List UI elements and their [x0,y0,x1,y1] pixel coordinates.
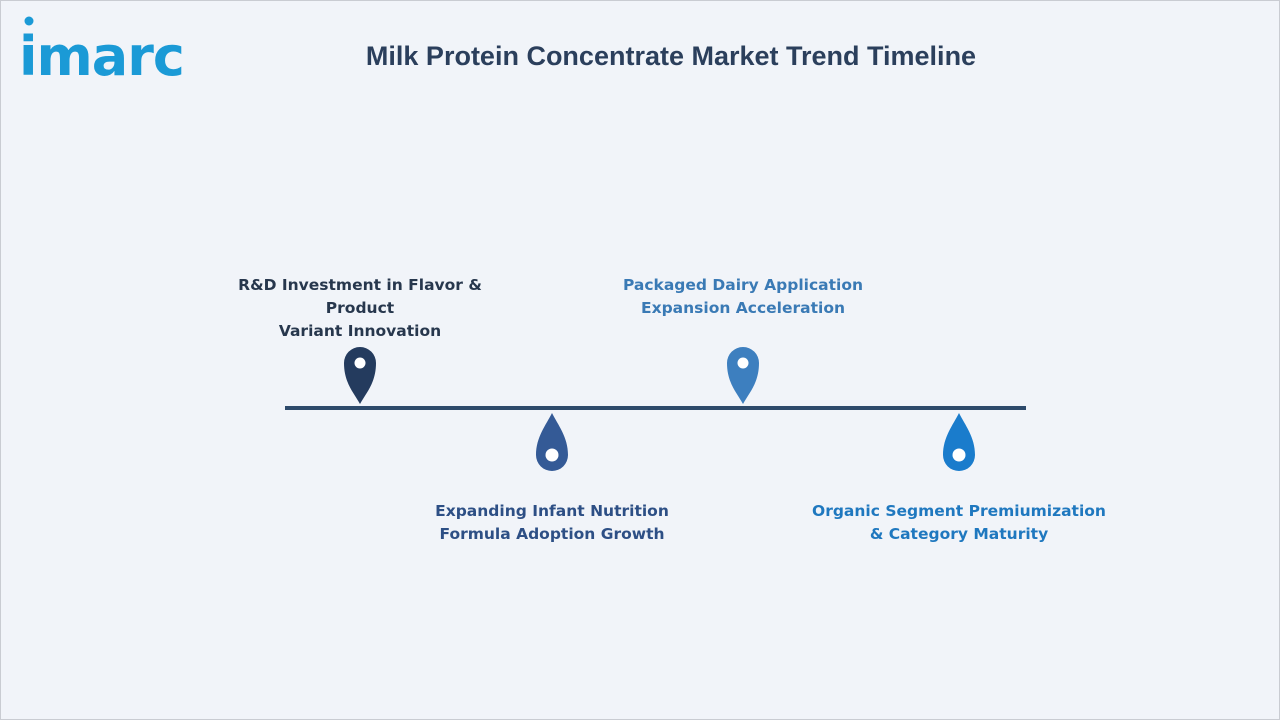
milestone-label-line: & Category Maturity [869,525,1049,543]
milestone-label-2: Expanding Infant Nutrition Formula Adopti… [402,500,702,546]
timeline-marker-4 [943,413,975,471]
timeline-marker-1 [344,347,376,404]
logo-text: imarc [21,25,184,79]
milestone-label-1: R&D Investment in Flavor & Product Varian… [210,274,510,343]
marker-hole [354,357,366,369]
timeline-marker-2 [536,413,568,471]
milestone-label-line: Packaged Dairy Application [622,276,864,294]
milestone-label-line: Variant Innovation [278,322,442,340]
milestone-label-line: Organic Segment Premiumization [812,502,1106,520]
page-title: Milk Protein Concentrate Market Trend Ti… [365,41,977,71]
drop-icon [536,413,568,471]
marker-hole [737,357,749,369]
marker-hole [952,448,966,462]
map-pin-icon [344,347,376,404]
milestone-label-line: R&D Investment in Flavor & Product [238,276,482,317]
logo-dot [24,16,34,26]
imarc-logo: imarc [21,16,185,79]
milestone-label-3: Packaged Dairy Application Expansion Acce… [593,274,893,320]
milestone-label-4: Organic Segment Premiumization & Category… [809,500,1109,546]
milestone-label-line: Expanding Infant Nutrition [435,502,669,520]
map-pin-icon [727,347,759,404]
marker-hole [545,448,559,462]
drop-icon [943,413,975,471]
milestone-label-line: Expansion Acceleration [640,299,845,317]
timeline-marker-3 [727,347,759,404]
milestone-label-line: Formula Adoption Growth [439,525,665,543]
